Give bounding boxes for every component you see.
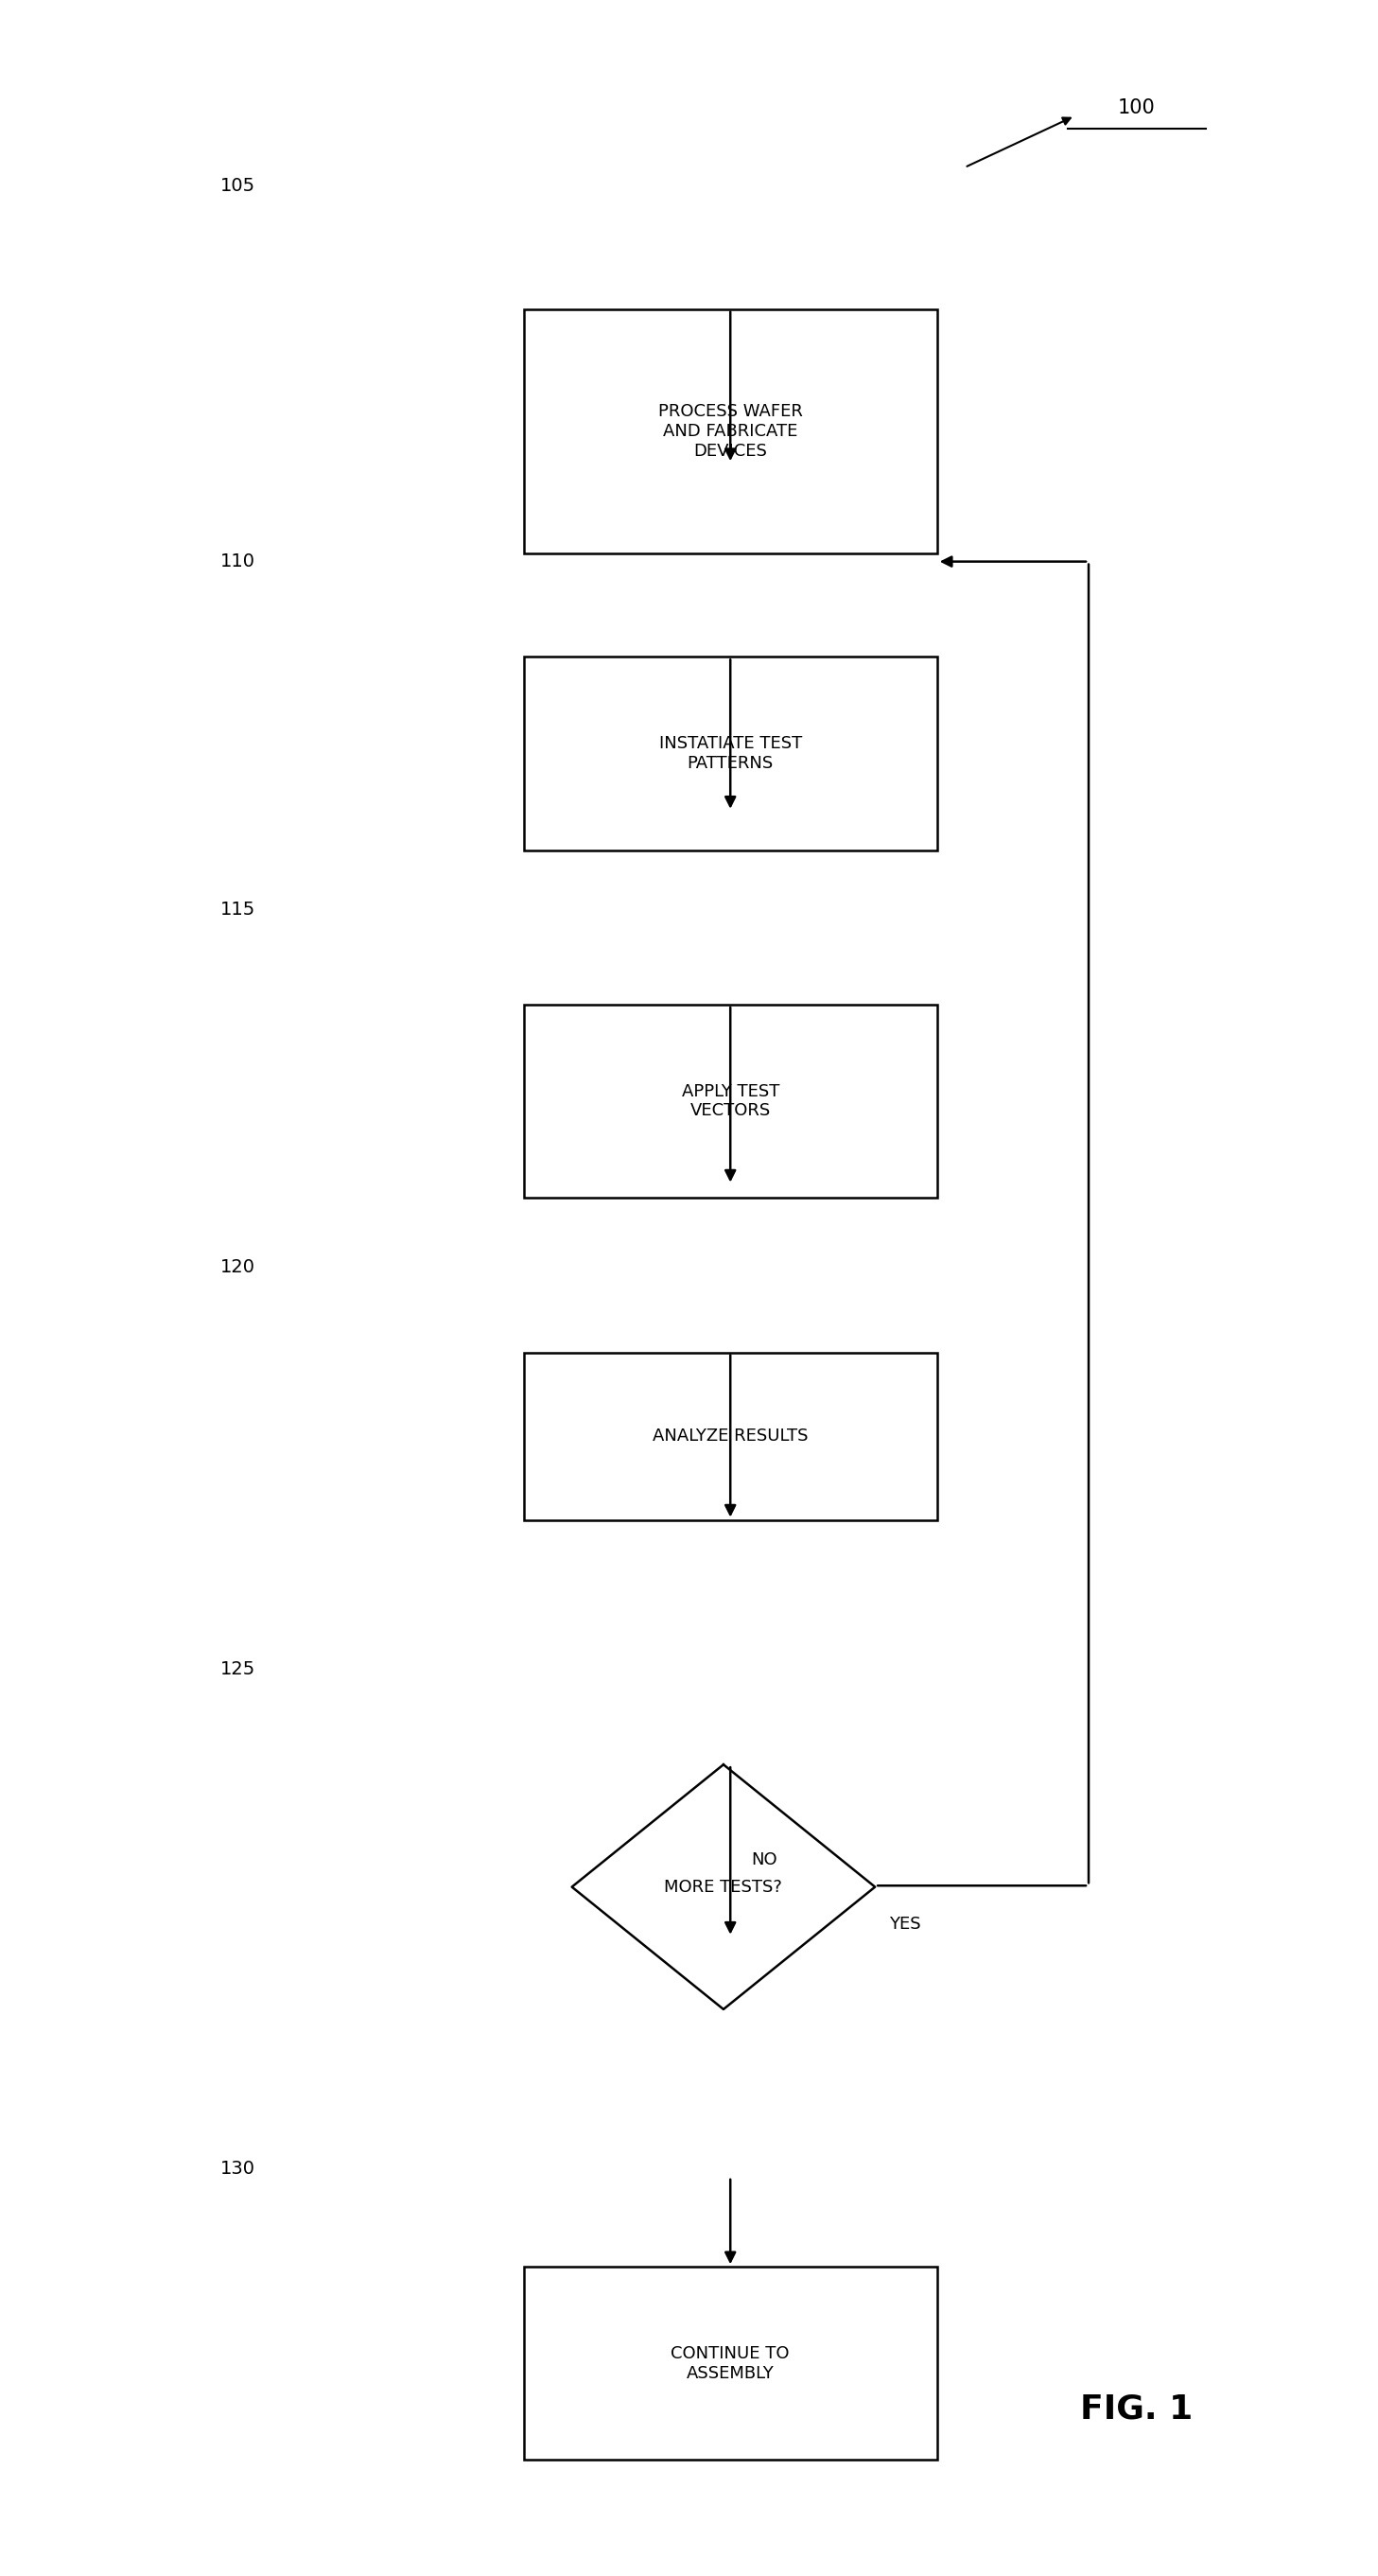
Text: ANALYZE RESULTS: ANALYZE RESULTS [653,1427,808,1445]
Text: FIG. 1: FIG. 1 [1080,2393,1193,2424]
Bar [524,309,937,554]
Text: APPLY TEST
VECTORS: APPLY TEST VECTORS [682,1082,779,1121]
Text: YES: YES [889,1917,921,1932]
Bar [524,1005,937,1198]
Text: 115: 115 [220,902,256,917]
Text: 130: 130 [220,2161,255,2177]
Bar [524,657,937,850]
Text: INSTATIATE TEST
PATTERNS: INSTATIATE TEST PATTERNS [659,734,802,773]
Text: 120: 120 [220,1260,255,1275]
Text: CONTINUE TO
ASSEMBLY: CONTINUE TO ASSEMBLY [671,2344,790,2383]
Bar [524,1352,937,1520]
Text: 110: 110 [220,554,255,569]
Bar [524,2267,937,2460]
Text: NO: NO [751,1852,777,1868]
Polygon shape [572,1765,875,2009]
Text: MORE TESTS?: MORE TESTS? [664,1878,783,1896]
Text: 100: 100 [1118,98,1156,118]
Text: 105: 105 [220,178,255,193]
Text: PROCESS WAFER
AND FABRICATE
DEVICES: PROCESS WAFER AND FABRICATE DEVICES [659,404,802,459]
Text: 125: 125 [220,1662,256,1677]
